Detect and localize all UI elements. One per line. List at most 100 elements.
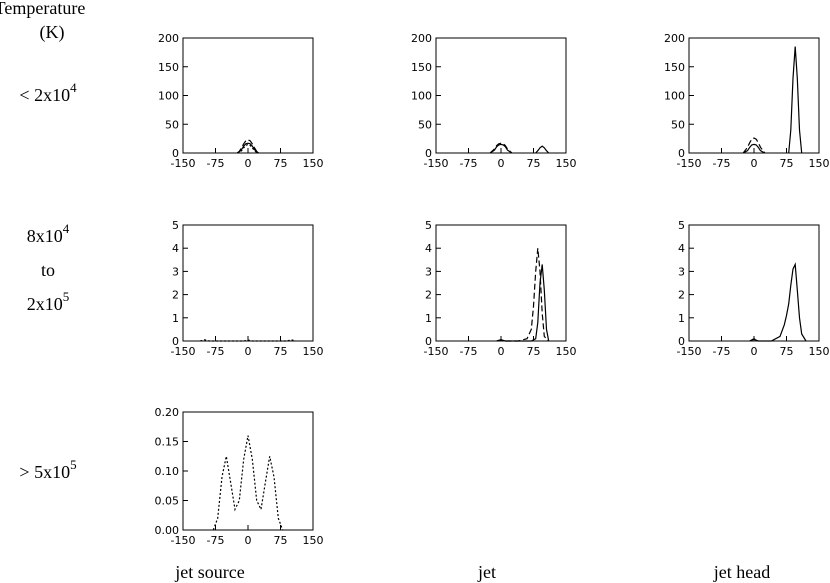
row-label: < 2x104 bbox=[19, 80, 77, 105]
x-tick-label: 150 bbox=[809, 157, 830, 170]
column-label: jet head bbox=[713, 562, 770, 582]
x-tick-label: 0 bbox=[245, 157, 252, 170]
x-tick-label: 0 bbox=[498, 157, 505, 170]
y-tick-label: 0 bbox=[425, 147, 432, 160]
data-line bbox=[212, 435, 284, 531]
y-tick-label: 200 bbox=[158, 32, 179, 45]
x-tick-label: -150 bbox=[677, 345, 702, 358]
row-label-text: 8x10 bbox=[27, 226, 63, 246]
y-tick-label: 50 bbox=[671, 118, 685, 131]
y-tick-label: 150 bbox=[664, 61, 685, 74]
data-line bbox=[496, 264, 550, 342]
x-tick-label: 0 bbox=[498, 345, 505, 358]
y-tick-label: 100 bbox=[664, 90, 685, 103]
x-tick-label: -150 bbox=[424, 345, 449, 358]
x-tick-label: -75 bbox=[713, 157, 731, 170]
y-tick-label: 4 bbox=[172, 242, 179, 255]
row-label: > 5x105 bbox=[19, 457, 76, 482]
x-tick-label: -75 bbox=[207, 534, 225, 547]
data-line bbox=[742, 46, 803, 154]
y-tick-label: 200 bbox=[411, 32, 432, 45]
row-label-text: to bbox=[41, 260, 55, 280]
x-tick-label: 0 bbox=[245, 345, 252, 358]
row-label-exponent: 5 bbox=[63, 289, 70, 304]
header-line2: (K) bbox=[40, 22, 65, 43]
row-label: 2x105 bbox=[27, 289, 70, 314]
y-tick-label: 2 bbox=[678, 289, 685, 302]
row-label: to bbox=[41, 260, 55, 280]
y-tick-label: 2 bbox=[172, 289, 179, 302]
x-tick-label: -75 bbox=[460, 345, 478, 358]
x-tick-label: 75 bbox=[527, 345, 541, 358]
column-label: jet source bbox=[174, 562, 244, 582]
x-tick-label: 150 bbox=[556, 345, 577, 358]
y-tick-label: 0 bbox=[172, 335, 179, 348]
x-tick-label: -75 bbox=[460, 157, 478, 170]
row-label-text: 2x10 bbox=[27, 294, 63, 314]
y-tick-label: 50 bbox=[418, 118, 432, 131]
x-tick-label: -150 bbox=[171, 157, 196, 170]
y-tick-label: 0.15 bbox=[155, 436, 180, 449]
row-label-text: < 2x10 bbox=[19, 85, 70, 105]
plot-frame bbox=[182, 411, 314, 531]
header-line1: Temperature bbox=[0, 0, 85, 18]
x-tick-label: -75 bbox=[207, 157, 225, 170]
x-tick-label: 0 bbox=[245, 534, 252, 547]
plot-frame bbox=[182, 37, 314, 154]
row-label-exponent: 4 bbox=[63, 221, 70, 236]
x-tick-label: -150 bbox=[171, 534, 196, 547]
data-line bbox=[236, 139, 260, 154]
y-tick-label: 100 bbox=[158, 90, 179, 103]
column-label: jet bbox=[477, 562, 496, 582]
row-label-exponent: 4 bbox=[70, 80, 77, 95]
y-tick-label: 3 bbox=[678, 265, 685, 278]
x-tick-label: 150 bbox=[303, 345, 324, 358]
x-tick-label: 150 bbox=[303, 157, 324, 170]
data-line bbox=[489, 143, 550, 154]
y-tick-label: 50 bbox=[165, 118, 179, 131]
y-tick-label: 3 bbox=[172, 265, 179, 278]
x-tick-label: 75 bbox=[274, 157, 288, 170]
y-tick-label: 1 bbox=[678, 312, 685, 325]
row-label: 8x104 bbox=[27, 221, 70, 246]
y-tick-label: 0.05 bbox=[155, 495, 180, 508]
y-tick-label: 0 bbox=[172, 147, 179, 160]
y-tick-label: 150 bbox=[158, 61, 179, 74]
y-tick-label: 0 bbox=[678, 147, 685, 160]
data-line bbox=[749, 262, 807, 342]
y-tick-label: 1 bbox=[425, 312, 432, 325]
plot-frame bbox=[182, 224, 314, 342]
x-tick-label: 75 bbox=[780, 345, 794, 358]
row-label-exponent: 5 bbox=[70, 457, 77, 472]
plot-frame bbox=[435, 37, 567, 154]
y-tick-label: 3 bbox=[425, 265, 432, 278]
y-tick-label: 2 bbox=[425, 289, 432, 302]
data-line bbox=[200, 339, 296, 342]
x-tick-label: -75 bbox=[713, 345, 731, 358]
data-line bbox=[237, 143, 259, 154]
y-tick-label: 200 bbox=[664, 32, 685, 45]
data-line bbox=[496, 248, 550, 342]
y-tick-label: 4 bbox=[425, 242, 432, 255]
y-tick-label: 0.10 bbox=[155, 465, 180, 478]
x-tick-label: 75 bbox=[780, 157, 794, 170]
data-line bbox=[749, 338, 759, 342]
plot-frame bbox=[688, 224, 820, 342]
y-tick-label: 0.00 bbox=[155, 524, 180, 537]
x-tick-label: 150 bbox=[809, 345, 830, 358]
data-line bbox=[236, 142, 260, 154]
data-line bbox=[742, 137, 766, 154]
row-label-text: > 5x10 bbox=[19, 462, 70, 482]
y-tick-label: 0 bbox=[678, 335, 685, 348]
y-tick-label: 100 bbox=[411, 90, 432, 103]
y-tick-label: 5 bbox=[678, 219, 685, 232]
x-tick-label: 150 bbox=[303, 534, 324, 547]
x-tick-label: -150 bbox=[171, 345, 196, 358]
y-tick-label: 0.20 bbox=[155, 406, 180, 419]
x-tick-label: -75 bbox=[207, 345, 225, 358]
data-line bbox=[489, 142, 513, 154]
x-tick-label: 75 bbox=[274, 345, 288, 358]
y-tick-label: 0 bbox=[425, 335, 432, 348]
y-tick-label: 1 bbox=[172, 312, 179, 325]
